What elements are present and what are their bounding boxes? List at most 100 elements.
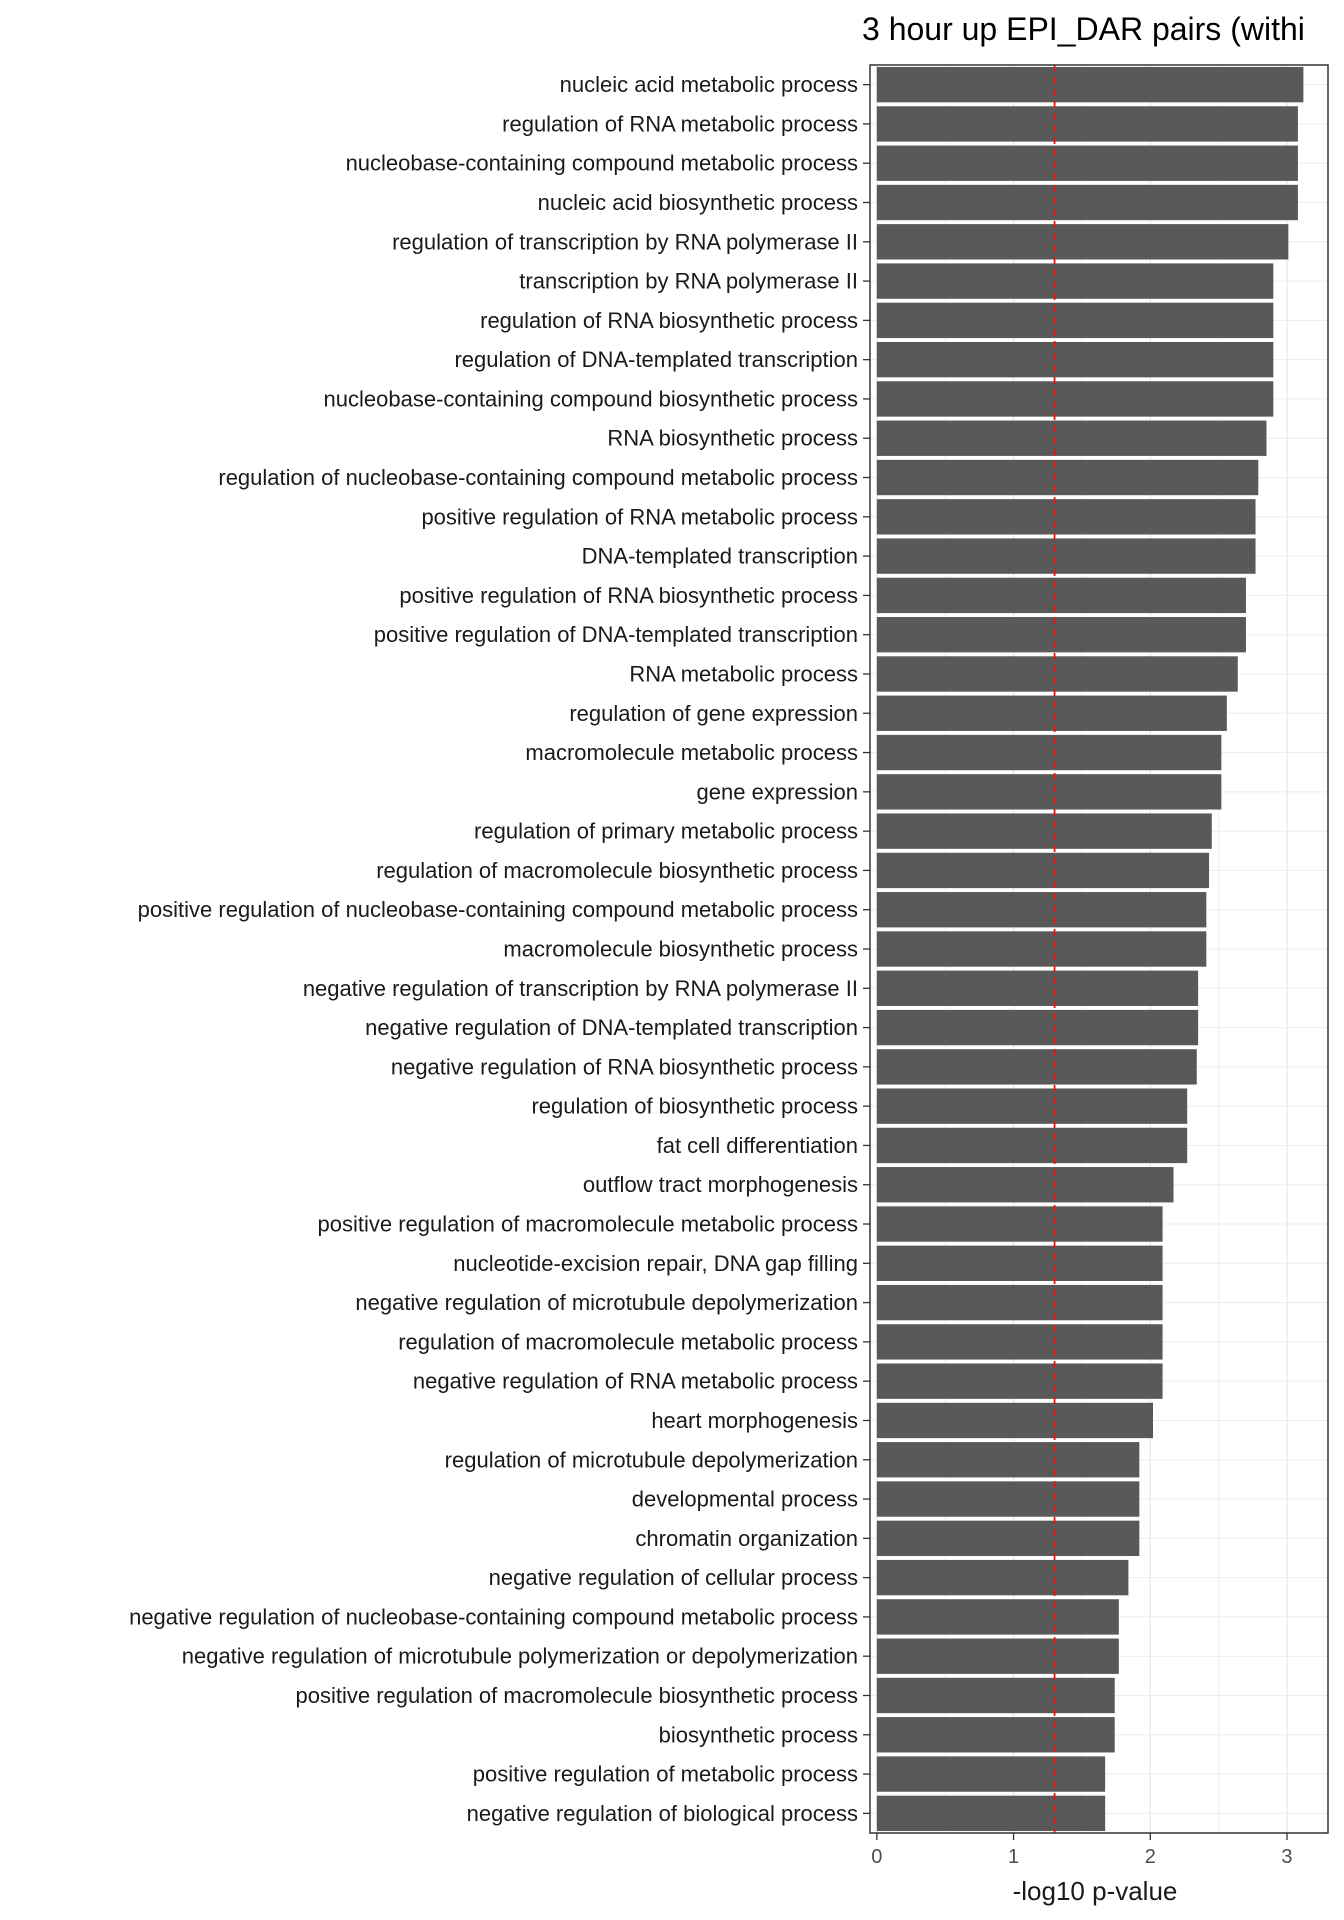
y-tick-label: regulation of RNA biosynthetic process	[480, 308, 858, 333]
y-tick-label: regulation of transcription by RNA polym…	[392, 229, 858, 254]
y-tick-label: heart morphogenesis	[651, 1408, 858, 1433]
y-tick-label: regulation of gene expression	[569, 701, 858, 726]
bar	[876, 1481, 1140, 1517]
y-tick-label: biosynthetic process	[659, 1722, 858, 1747]
y-tick-label: nucleic acid metabolic process	[560, 72, 858, 97]
bar	[876, 420, 1267, 456]
y-tick-label: positive regulation of DNA-templated tra…	[374, 622, 858, 647]
bar	[876, 1167, 1174, 1203]
y-tick-label: positive regulation of metabolic process	[473, 1762, 858, 1787]
y-tick-label: positive regulation of RNA metabolic pro…	[421, 504, 858, 529]
x-tick-label: 0	[871, 1846, 882, 1868]
bar	[876, 1599, 1119, 1635]
bars	[876, 66, 1304, 1832]
y-tick-label: RNA biosynthetic process	[607, 426, 858, 451]
y-tick-label: negative regulation of DNA-templated tra…	[365, 1015, 858, 1040]
y-tick-label: macromolecule biosynthetic process	[503, 937, 858, 962]
bar	[876, 892, 1207, 928]
x-tick-label: 3	[1281, 1846, 1292, 1868]
y-tick-label: negative regulation of RNA biosynthetic …	[391, 1054, 858, 1079]
bar	[876, 224, 1289, 260]
bar	[876, 734, 1222, 771]
bar	[876, 1009, 1199, 1046]
bar	[876, 1324, 1163, 1360]
y-tick-label: RNA metabolic process	[629, 661, 858, 686]
bar	[876, 263, 1274, 299]
y-tick-label: negative regulation of RNA metabolic pro…	[413, 1369, 858, 1394]
y-tick-label: negative regulation of transcription by …	[303, 976, 858, 1001]
y-tick-label: positive regulation of macromolecule bio…	[295, 1683, 858, 1708]
y-tick-label: outflow tract morphogenesis	[583, 1172, 858, 1197]
bar	[876, 302, 1274, 339]
bar	[876, 1520, 1140, 1557]
bar	[876, 1127, 1188, 1164]
bar	[876, 1795, 1106, 1832]
y-tick-label: regulation of nucleobase-containing comp…	[218, 465, 858, 490]
x-axis: 0 1 2 3	[871, 1833, 1293, 1868]
y-tick-label: fat cell differentiation	[657, 1133, 858, 1158]
y-tick-label: regulation of macromolecule metabolic pr…	[398, 1329, 858, 1354]
bar	[876, 106, 1298, 142]
y-tick-label: positive regulation of RNA biosynthetic …	[399, 583, 858, 608]
y-tick-label: nucleic acid biosynthetic process	[538, 190, 858, 215]
bar	[876, 1402, 1154, 1439]
y-tick-label: negative regulation of biological proces…	[467, 1801, 858, 1826]
bar	[876, 341, 1274, 378]
bar	[876, 1677, 1115, 1714]
bar	[876, 656, 1238, 692]
y-tick-label: gene expression	[697, 779, 858, 804]
bar	[876, 813, 1212, 849]
bar	[876, 145, 1298, 181]
bar	[876, 970, 1199, 1006]
bar	[876, 852, 1210, 889]
bar	[876, 499, 1256, 535]
x-tick-label: 1	[1008, 1846, 1019, 1868]
y-tick-label: positive regulation of macromolecule met…	[318, 1212, 858, 1237]
y-tick-label: transcription by RNA polymerase II	[519, 269, 858, 294]
y-tick-label: developmental process	[632, 1487, 858, 1512]
bar	[876, 1088, 1188, 1124]
y-tick-label: regulation of DNA-templated transcriptio…	[454, 347, 858, 372]
y-tick-label: regulation of RNA metabolic process	[502, 111, 858, 136]
bar	[876, 1284, 1163, 1321]
y-tick-label: regulation of primary metabolic process	[474, 819, 858, 844]
y-tick-label: regulation of microtubule depolymerizati…	[445, 1447, 858, 1472]
bar	[876, 695, 1227, 731]
y-tick-label: macromolecule metabolic process	[525, 740, 858, 765]
bar	[876, 184, 1298, 221]
y-tick-label: negative regulation of cellular process	[489, 1565, 858, 1590]
bar	[876, 1717, 1115, 1753]
y-tick-label: positive regulation of nucleobase-contai…	[138, 897, 858, 922]
y-tick-label: negative regulation of microtubule depol…	[355, 1290, 858, 1315]
bar	[876, 459, 1259, 496]
y-tick-label: chromatin organization	[635, 1526, 858, 1551]
y-tick-label: nucleobase-containing compound metabolic…	[346, 151, 858, 176]
bar	[876, 1049, 1197, 1085]
y-tick-label: negative regulation of microtubule polym…	[182, 1644, 858, 1669]
bar	[876, 1363, 1163, 1399]
bar	[876, 1245, 1163, 1281]
bar	[876, 66, 1304, 103]
chart-title: 3 hour up EPI_DAR pairs (withi	[862, 11, 1305, 47]
y-tick-label: nucleotide-excision repair, DNA gap fill…	[453, 1251, 858, 1276]
bar	[876, 577, 1246, 614]
bar	[876, 538, 1256, 574]
bar	[876, 1559, 1129, 1596]
bar	[876, 1442, 1140, 1478]
bar	[876, 931, 1207, 967]
y-tick-label: negative regulation of nucleobase-contai…	[129, 1604, 858, 1629]
y-tick-label: nucleobase-containing compound biosynthe…	[324, 386, 858, 411]
y-tick-label: DNA-templated transcription	[582, 544, 858, 569]
bar	[876, 1756, 1106, 1792]
bar	[876, 774, 1222, 810]
y-tick-label: regulation of macromolecule biosynthetic…	[376, 858, 858, 883]
x-axis-title: -log10 p-value	[1013, 1876, 1178, 1906]
x-tick-label: 2	[1145, 1846, 1156, 1868]
y-tick-label: regulation of biosynthetic process	[531, 1094, 858, 1119]
bar	[876, 617, 1246, 653]
y-axis: nucleic acid metabolic process regulation…	[129, 72, 870, 1826]
bar	[876, 1206, 1163, 1242]
bar	[876, 381, 1274, 417]
bar	[876, 1638, 1119, 1674]
